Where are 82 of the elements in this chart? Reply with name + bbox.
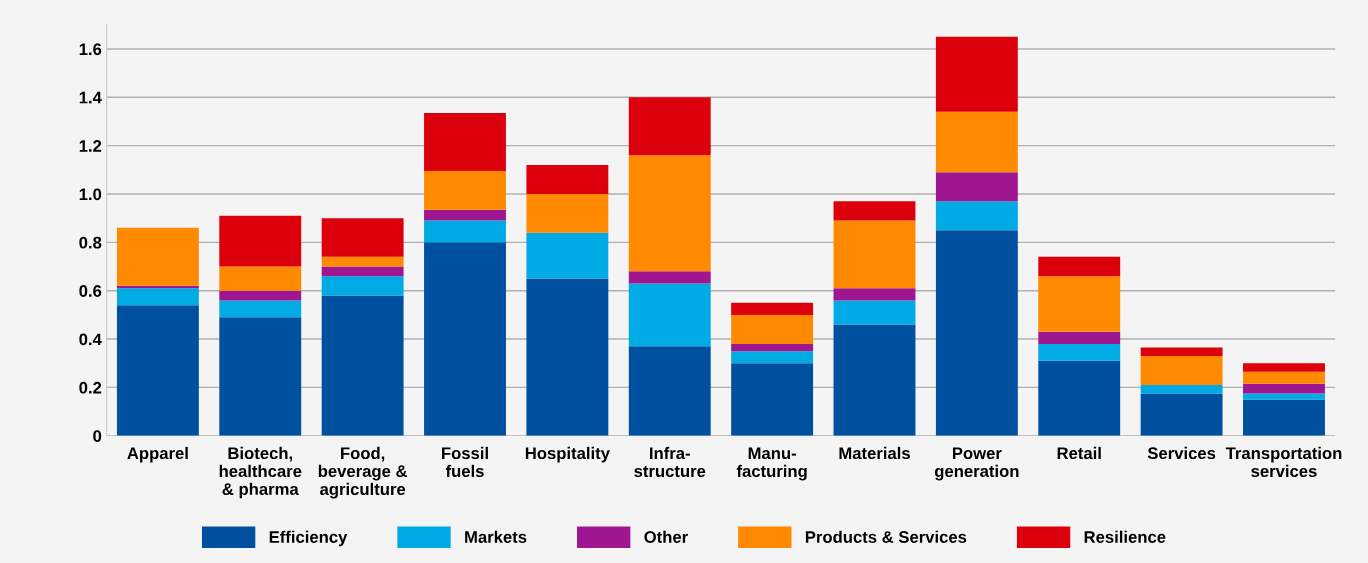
bar (628, 271, 711, 284)
y-tick-label: 1.6 (79, 43, 102, 56)
x-tick-label: Power generation (934, 447, 1019, 481)
bar (628, 283, 711, 347)
bar (219, 317, 302, 436)
x-tick-label: Manu- facturing (736, 447, 807, 481)
bar (731, 351, 814, 364)
x-tick-label: Retail (1057, 446, 1101, 460)
bar (116, 227, 199, 286)
bar (424, 209, 506, 221)
bar (424, 242, 506, 436)
bar (424, 113, 506, 172)
bar (1038, 331, 1121, 344)
bar (1038, 360, 1121, 436)
y-tick-label: 1.2 (79, 140, 102, 152)
bar (526, 194, 609, 233)
x-tick-label: Hospitality (525, 446, 610, 463)
bar (731, 363, 814, 436)
bar (116, 288, 199, 306)
x-tick-label: Materials (839, 446, 910, 460)
bar (935, 172, 1018, 202)
bar (321, 276, 404, 296)
bar (526, 164, 609, 194)
bar (833, 201, 916, 221)
bar (1243, 363, 1325, 372)
bar (628, 346, 711, 436)
bar (1140, 393, 1223, 436)
bar (526, 278, 609, 436)
x-tick-label: Transportation services (1225, 446, 1342, 478)
bar (1038, 343, 1121, 361)
bar (1243, 393, 1325, 400)
bar (116, 305, 199, 436)
x-tick-label: Fossil fuels (442, 446, 488, 478)
bar (1140, 347, 1223, 356)
bar (219, 300, 302, 318)
bar (628, 97, 711, 156)
bar (1038, 256, 1121, 277)
y-tick-label: 0.6 (79, 285, 102, 297)
y-tick-label: 0.8 (79, 236, 102, 249)
bar (833, 300, 916, 325)
bar (1243, 399, 1325, 436)
bar (321, 295, 404, 436)
bar (1140, 355, 1223, 385)
y-tick-label: 0.2 (79, 381, 102, 394)
legend-label: Other (644, 530, 688, 543)
legend-label: Products & Services (805, 530, 967, 543)
bar (1243, 383, 1325, 394)
x-tick-label: Services (1147, 446, 1216, 460)
bar (935, 36, 1018, 112)
bar (321, 266, 404, 277)
bar (731, 343, 814, 352)
bar (833, 288, 916, 301)
bar (833, 220, 916, 289)
y-tick-label: 1.4 (79, 91, 102, 104)
bar (321, 256, 404, 267)
bar (628, 155, 711, 272)
legend-label: Efficiency (269, 530, 348, 547)
bar (731, 302, 814, 315)
y-tick-label: 1.0 (79, 188, 102, 201)
legend-label: Markets (465, 530, 527, 543)
bar (219, 215, 302, 267)
x-tick-label: Infra- structure (634, 446, 706, 478)
bar (1038, 276, 1121, 332)
bar (424, 171, 506, 210)
bar (935, 230, 1018, 436)
bar (731, 314, 814, 344)
bar (1243, 371, 1325, 384)
x-tick-label: Food, beverage & agriculture (318, 446, 408, 499)
bar (424, 220, 506, 243)
bar (321, 218, 404, 257)
bar (833, 324, 916, 436)
x-tick-label: Biotech, healthcare & pharma (219, 446, 302, 499)
y-tick-label: 0 (93, 430, 102, 442)
x-tick-label: Apparel (127, 446, 188, 463)
bar (219, 290, 302, 301)
legend-label: Resilience (1084, 530, 1166, 543)
bar (935, 201, 1018, 231)
y-tick-label: 0.4 (79, 333, 102, 346)
bar (935, 111, 1018, 173)
bar (219, 266, 302, 291)
bar (1140, 384, 1223, 394)
bar (526, 232, 609, 279)
